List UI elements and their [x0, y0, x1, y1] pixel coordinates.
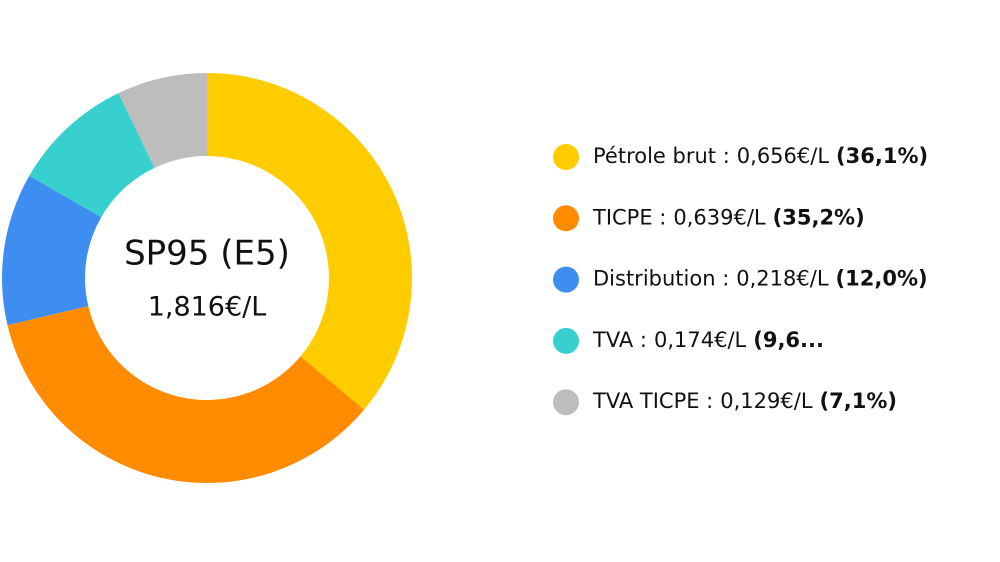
- legend-percent: (9,6...: [753, 328, 824, 352]
- slice: [7, 306, 365, 484]
- legend-item: TVA TICPE : 0,129€/L (7,1%): [553, 389, 897, 416]
- legend-swatch: [553, 389, 579, 416]
- legend-percent: (7,1%): [820, 389, 897, 413]
- legend-label: TVA : 0,174€/L (9,6...: [592, 328, 824, 352]
- legend-percent: (35,2%): [773, 205, 865, 229]
- legend-swatch: [553, 327, 579, 354]
- legend-swatch: [553, 205, 579, 232]
- legend-swatch: [553, 144, 579, 170]
- legend-category: TVA :: [592, 328, 647, 352]
- legend-category: TICPE :: [592, 205, 666, 229]
- legend-label: TVA TICPE : 0,129€/L (7,1%): [592, 389, 897, 413]
- legend-category: Distribution :: [593, 267, 729, 291]
- legend-price: 0,174€/L: [654, 328, 747, 352]
- legend-item: Distribution : 0,218€/L (12,0%): [553, 266, 928, 293]
- legend-percent: (12,0%): [836, 267, 928, 291]
- legend-category: Pétrole brut :: [593, 144, 730, 168]
- slice: [2, 175, 102, 326]
- legend-price: 0,129€/L: [720, 389, 813, 413]
- center-title: SP95 (E5): [124, 234, 290, 274]
- legend-label: TICPE : 0,639€/L (35,2%): [592, 205, 865, 229]
- slice: [118, 73, 207, 168]
- legend-label: Distribution : 0,218€/L (12,0%): [593, 267, 928, 291]
- legend-item: Pétrole brut : 0,656€/L (36,1%): [553, 144, 928, 170]
- legend-category: TVA TICPE :: [592, 389, 713, 413]
- center-subtitle: 1,816€/L: [148, 292, 267, 323]
- legend-price: 0,656€/L: [737, 144, 830, 168]
- legend-price: 0,639€/L: [673, 205, 766, 229]
- slice: [207, 73, 412, 410]
- legend-item: TVA : 0,174€/L (9,6...: [553, 327, 824, 354]
- legend-label: Pétrole brut : 0,656€/L (36,1%): [593, 144, 928, 168]
- slice: [29, 93, 155, 218]
- legend-item: TICPE : 0,639€/L (35,2%): [553, 205, 865, 232]
- legend-swatch: [553, 266, 579, 293]
- legend-percent: (36,1%): [836, 144, 928, 168]
- legend-price: 0,218€/L: [736, 267, 829, 291]
